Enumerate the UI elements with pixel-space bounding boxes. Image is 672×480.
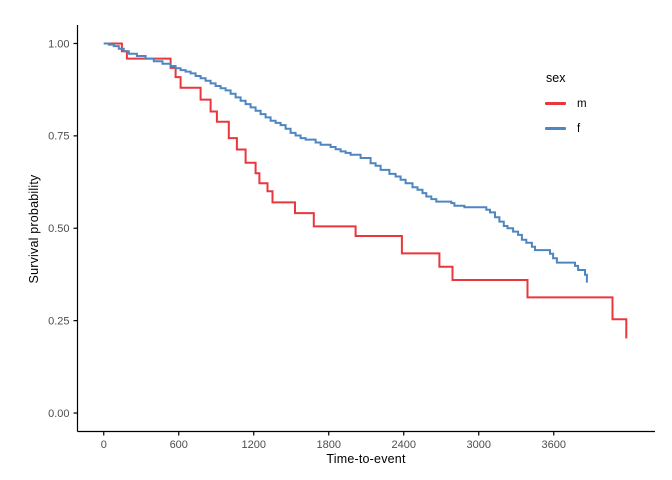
legend-title: sex bbox=[546, 71, 566, 85]
x-tick-label: 3600 bbox=[542, 439, 566, 451]
x-axis-title: Time-to-event bbox=[326, 452, 406, 466]
x-tick-label: 1200 bbox=[242, 439, 266, 451]
y-tick-label: 0.75 bbox=[48, 131, 69, 143]
x-tick-label: 3000 bbox=[467, 439, 491, 451]
survival-curve-m bbox=[103, 42, 628, 339]
legend-key-line-f bbox=[545, 127, 566, 130]
x-tick-label: 1800 bbox=[317, 439, 341, 451]
legend-label: m bbox=[577, 97, 587, 110]
legend-row-m: m bbox=[545, 91, 587, 116]
x-tick-label: 2400 bbox=[392, 439, 416, 451]
legend-key-line-m bbox=[545, 102, 566, 105]
y-tick-label: 0.50 bbox=[48, 223, 69, 235]
x-tick-label: 0 bbox=[101, 439, 107, 451]
y-tick-label: 0.00 bbox=[48, 408, 69, 420]
legend-label: f bbox=[577, 122, 581, 135]
x-tick-label: 600 bbox=[170, 439, 188, 451]
legend-row-f: f bbox=[545, 116, 587, 141]
y-tick-label: 0.25 bbox=[48, 315, 69, 327]
y-tick-label: 1.00 bbox=[48, 38, 69, 50]
y-axis-title: Survival probability bbox=[27, 174, 41, 284]
survival-curve-f bbox=[103, 42, 588, 283]
